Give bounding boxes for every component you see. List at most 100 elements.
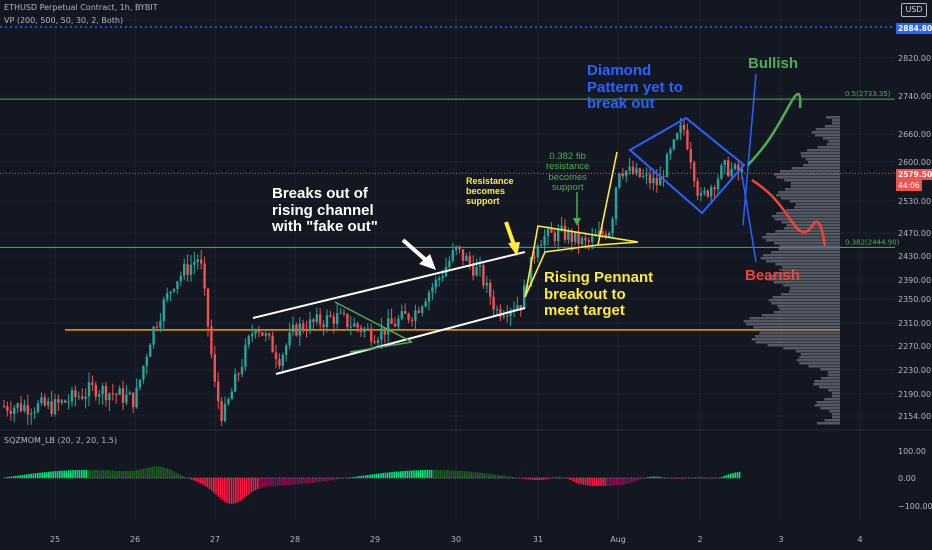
volume-profile-bar bbox=[803, 164, 840, 167]
volume-profile-bar bbox=[782, 269, 840, 272]
oscillator-bar bbox=[529, 478, 532, 480]
oscillator-bar bbox=[287, 478, 290, 486]
oscillator-bar bbox=[633, 478, 635, 482]
volume-profile-bar bbox=[774, 242, 840, 245]
volume-profile-bar bbox=[791, 167, 840, 170]
oscillator-bar bbox=[507, 476, 510, 478]
oscillator-bar bbox=[257, 478, 259, 490]
oscillator-bar bbox=[140, 469, 142, 478]
candle-body bbox=[23, 405, 26, 412]
oscillator-bar bbox=[461, 471, 464, 478]
current-price-tag: 2579.50 bbox=[896, 169, 932, 180]
candle-body bbox=[628, 166, 631, 171]
candle-body bbox=[648, 174, 652, 184]
oscillator-bar bbox=[584, 478, 587, 486]
oscillator-bar bbox=[738, 471, 741, 478]
oscillator-bar bbox=[367, 474, 369, 478]
candle-body bbox=[723, 160, 726, 166]
volume-profile-bar bbox=[808, 365, 840, 368]
candle-body bbox=[536, 246, 539, 258]
annotation-resistance-support: Resistance becomes support bbox=[466, 176, 514, 206]
oscillator-bar bbox=[393, 471, 395, 478]
oscillator-bar bbox=[182, 476, 184, 478]
oscillator-bar bbox=[155, 466, 158, 478]
oscillator-bar bbox=[589, 478, 591, 486]
oscillator-bar bbox=[648, 476, 651, 478]
currency-button[interactable]: USD bbox=[901, 3, 927, 17]
candle-body bbox=[261, 332, 264, 336]
oscillator-bar bbox=[235, 478, 237, 504]
oscillator-bar bbox=[162, 467, 164, 478]
channel-lower-line bbox=[275, 307, 526, 375]
candle-body bbox=[421, 306, 424, 314]
volume-profile-bar bbox=[779, 308, 840, 311]
time-axis: 25 26 27 28 29 30 31 Aug 2 3 4 bbox=[50, 535, 863, 544]
candle-body bbox=[492, 296, 495, 310]
candle-body bbox=[91, 382, 94, 385]
candle-body bbox=[631, 166, 635, 174]
oscillator-bar bbox=[411, 470, 413, 478]
candle-body bbox=[414, 310, 417, 322]
candle-body bbox=[672, 139, 675, 150]
oscillator-bar bbox=[723, 475, 725, 478]
oscillator-bar bbox=[360, 475, 362, 478]
candle-body bbox=[417, 310, 420, 314]
volume-profile-bar bbox=[799, 362, 840, 365]
volume-profile-bar bbox=[773, 281, 840, 284]
oscillator-bar bbox=[221, 478, 224, 501]
oscillator-bar bbox=[356, 476, 358, 478]
pennant-arrow bbox=[504, 221, 516, 246]
volume-profile-bar bbox=[762, 236, 840, 239]
oscillator-bar bbox=[303, 478, 305, 484]
volume-profile-bar bbox=[746, 323, 840, 326]
oscillator-bar bbox=[160, 466, 162, 478]
oscillator-bar bbox=[270, 478, 272, 487]
oscillator-bar bbox=[298, 478, 301, 485]
oscillator-bar bbox=[576, 478, 578, 483]
candle-body bbox=[424, 301, 427, 307]
oscillator-bar bbox=[254, 478, 257, 491]
oscillator-bar bbox=[226, 478, 228, 503]
oscillator-bar bbox=[734, 472, 736, 478]
oscillator-bar bbox=[503, 475, 505, 478]
price-tick-label: 2310.00 bbox=[898, 319, 931, 328]
oscillator-bar bbox=[56, 471, 59, 478]
candle-body bbox=[720, 165, 723, 179]
candle-body bbox=[407, 313, 410, 320]
oscillator-bar bbox=[505, 476, 508, 478]
candle-body bbox=[703, 190, 706, 193]
oscillator-bar bbox=[600, 478, 602, 487]
candle-body bbox=[652, 177, 655, 184]
candle-body bbox=[390, 318, 393, 324]
candle-body bbox=[696, 181, 699, 196]
candle-body bbox=[655, 177, 658, 186]
candle-body bbox=[223, 403, 227, 421]
volume-profile-bar bbox=[829, 410, 840, 413]
oscillator-bar bbox=[437, 469, 439, 478]
oscillator-bar bbox=[609, 478, 611, 486]
candle-body bbox=[502, 315, 505, 317]
oscillator-bar bbox=[41, 472, 43, 478]
candle-body bbox=[322, 324, 325, 328]
volume-profile-bar bbox=[815, 128, 840, 131]
oscillator-bar bbox=[373, 474, 376, 478]
volume-profile-bar bbox=[768, 299, 840, 302]
price-tick-label: 2154.00 bbox=[898, 412, 931, 421]
volume-profile-bar bbox=[832, 416, 840, 419]
oscillator-bar bbox=[622, 478, 624, 485]
volume-profile-bar bbox=[777, 305, 840, 308]
oscillator-bar bbox=[334, 478, 336, 480]
oscillator-bar bbox=[479, 472, 481, 478]
oscillator-bar bbox=[232, 478, 235, 504]
annotation-bullish: Bullish bbox=[748, 55, 799, 72]
oscillator-bar bbox=[158, 466, 160, 478]
oscillator-bar bbox=[153, 466, 156, 478]
oscillator-bar bbox=[532, 478, 534, 480]
oscillator-bar bbox=[382, 472, 384, 478]
candle-body bbox=[302, 323, 305, 331]
candle-body bbox=[298, 323, 301, 336]
oscillator-bar bbox=[138, 469, 140, 478]
time-tick-label: 26 bbox=[130, 535, 140, 544]
oscillator-bar bbox=[120, 471, 123, 478]
